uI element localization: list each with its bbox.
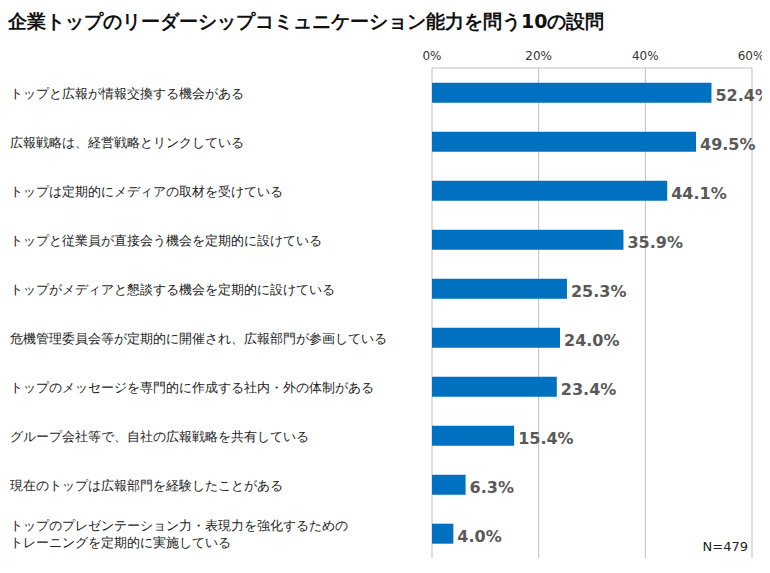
svg-text:60%: 60% xyxy=(738,49,762,63)
svg-text:現在のトップは広報部門を経験したことがある: 現在のトップは広報部門を経験したことがある xyxy=(10,477,283,492)
svg-text:トップのメッセージを専門的に作成する社内・外の体制がある: トップのメッセージを専門的に作成する社内・外の体制がある xyxy=(10,379,374,394)
svg-text:グループ会社等で、自社の広報戦略を共有している: グループ会社等で、自社の広報戦略を共有している xyxy=(10,428,309,443)
svg-text:44.1%: 44.1% xyxy=(671,184,727,203)
svg-text:24.0%: 24.0% xyxy=(564,331,620,350)
svg-text:4.0%: 4.0% xyxy=(457,527,501,546)
svg-text:49.5%: 49.5% xyxy=(700,135,756,154)
svg-text:トップと従業員が直接会う機会を定期的に設けている: トップと従業員が直接会う機会を定期的に設けている xyxy=(10,232,322,247)
svg-text:15.4%: 15.4% xyxy=(518,429,574,448)
html-text:N=479: N=479 xyxy=(702,539,748,554)
svg-text:トップと広報が情報交換する機会がある: トップと広報が情報交換する機会がある xyxy=(10,85,244,100)
svg-text:23.4%: 23.4% xyxy=(561,380,617,399)
svg-text:広報戦略は、経営戦略とリンクしている: 広報戦略は、経営戦略とリンクしている xyxy=(10,134,244,149)
svg-text:トップは定期的にメディアの取材を受けている: トップは定期的にメディアの取材を受けている xyxy=(10,183,283,198)
svg-text:25.3%: 25.3% xyxy=(571,282,627,301)
svg-text:20%: 20% xyxy=(525,49,552,63)
svg-text:危機管理委員会等が定期的に開催され、広報部門が参画している: 危機管理委員会等が定期的に開催され、広報部門が参画している xyxy=(10,330,387,345)
html-text:企業トップのリーダーシップコミュニケーション能力を問う10の: 企業トップのリーダーシップコミュニケーション能力を問う10の設問 xyxy=(8,10,605,32)
svg-text:トップがメディアと懇談する機会を定期的に設けている: トップがメディアと懇談する機会を定期的に設けている xyxy=(10,281,335,296)
svg-text:35.9%: 35.9% xyxy=(627,233,683,252)
svg-text:6.3%: 6.3% xyxy=(470,478,514,497)
svg-text:トップのプレゼンテーション力・表現力を強化するためのトレーニ: トップのプレゼンテーション力・表現力を強化するためのトレーニングを定期的に実施し… xyxy=(10,518,348,550)
svg-text:52.4%: 52.4% xyxy=(715,86,762,105)
svg-text:0%: 0% xyxy=(422,49,441,63)
svg-text:40%: 40% xyxy=(632,49,659,63)
